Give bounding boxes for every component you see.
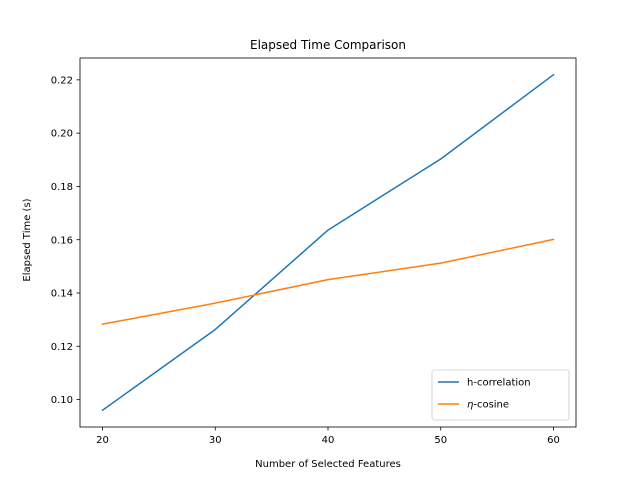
legend-label-suffix: -correlation <box>473 378 530 389</box>
y-tick-label: 0.20 <box>51 129 73 140</box>
x-tick-label: 40 <box>322 435 335 446</box>
y-tick-label: 0.12 <box>51 342 73 353</box>
y-tick-label: 0.18 <box>51 182 73 193</box>
series-line-2 <box>101 238 555 326</box>
x-tick-label: 30 <box>209 435 222 446</box>
y-axis-label: Elapsed Time (s) <box>22 198 33 281</box>
y-tick-label: 0.10 <box>51 395 73 406</box>
chart-title: Elapsed Time Comparison <box>250 38 406 52</box>
legend-label-prefix: h <box>467 378 473 389</box>
legend-label-2: η-cosine <box>467 400 509 411</box>
legend-label-prefix: η <box>467 400 473 411</box>
x-tick-label: 50 <box>434 435 447 446</box>
x-tick-label: 60 <box>547 435 560 446</box>
y-tick-label: 0.14 <box>51 289 73 300</box>
plot-area: 20 30 40 50 60 0.10 0.12 0.14 0.16 0.18 0.20 0.22 <box>51 57 577 446</box>
x-tick-label: 20 <box>96 435 109 446</box>
y-tick-label: 0.22 <box>51 75 73 86</box>
legend-box <box>431 369 570 421</box>
series-line-1 <box>101 73 555 412</box>
y-tick-label: 0.16 <box>51 235 73 246</box>
legend-label-suffix: -cosine <box>473 400 509 411</box>
legend-label-1: h-correlation <box>467 378 531 389</box>
x-axis-label: Number of Selected Features <box>255 459 401 470</box>
